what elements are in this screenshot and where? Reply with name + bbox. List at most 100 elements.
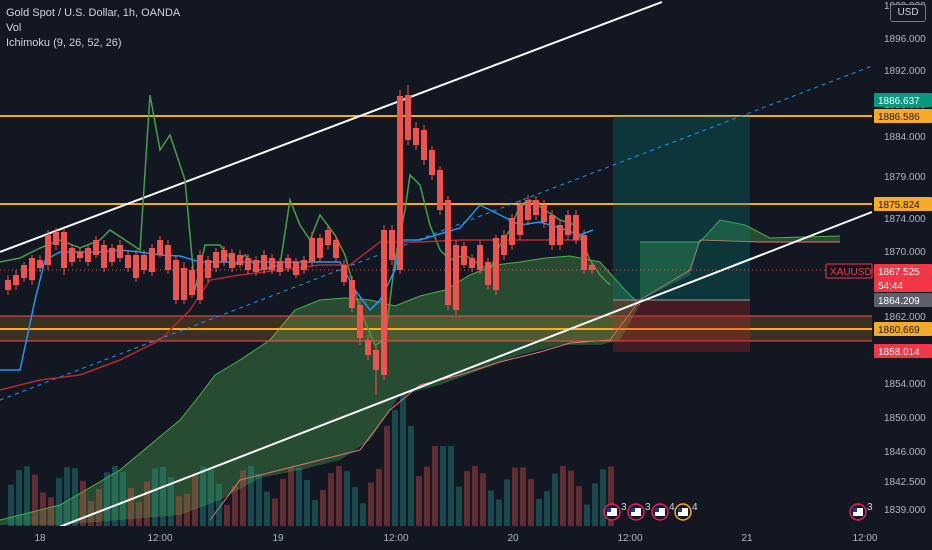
event-count: 3: [645, 502, 651, 513]
senkou-span-a: [0, 255, 641, 521]
event-badge[interactable]: 4: [674, 502, 698, 521]
volume-bar: [312, 499, 318, 526]
price-label-orange: [874, 322, 932, 336]
price-label-red: [874, 278, 932, 292]
candle-body: [461, 246, 467, 265]
event-badge[interactable]: 3: [603, 502, 627, 521]
price-tick: 1839.000: [884, 505, 926, 516]
candle-body: [445, 200, 451, 305]
volume-bar: [160, 466, 166, 526]
volume-bar: [272, 498, 278, 526]
price-label-orange: [874, 197, 932, 211]
candle-body: [165, 245, 171, 270]
candle-body: [5, 280, 11, 290]
candle-body: [133, 255, 139, 278]
candle-body: [101, 245, 107, 268]
event-badge[interactable]: 4: [651, 502, 675, 521]
event-count: 4: [692, 502, 698, 513]
volume-bar: [304, 479, 310, 526]
upper-trend-line: [0, 1, 663, 253]
volume-bar: [8, 484, 14, 526]
volume-bar: [352, 487, 358, 526]
volume-bar: [168, 477, 174, 526]
volume-bar: [264, 491, 270, 526]
price-tick: 1874.000: [884, 214, 926, 225]
time-tick: 18: [34, 533, 46, 544]
candle-body: [517, 205, 523, 235]
volume-bar: [320, 490, 326, 526]
symbol-title[interactable]: Gold Spot / U.S. Dollar, 1h, OANDA: [6, 7, 181, 19]
price-label-text: 1860.669: [878, 325, 920, 336]
volume-indicator-label[interactable]: Vol: [6, 22, 22, 34]
candle-body: [357, 305, 363, 338]
volume-bar: [512, 467, 518, 526]
volume-bar: [176, 496, 182, 526]
volume-bar: [72, 468, 78, 526]
candle-body: [61, 232, 67, 268]
volume-bar: [392, 410, 398, 526]
flag-field: [853, 508, 863, 516]
candle-body: [13, 275, 19, 285]
ichimoku-indicator-label[interactable]: Ichimoku (9, 26, 52, 26): [6, 37, 122, 49]
event-badge[interactable]: 3: [627, 502, 651, 521]
candle-body: [533, 200, 539, 215]
volume-bar: [400, 394, 406, 526]
price-label-red: [874, 344, 932, 358]
candle-body: [109, 248, 115, 262]
volume-bar: [224, 504, 230, 526]
volume-bar: [408, 426, 414, 526]
volume-bar: [600, 469, 606, 526]
candle-body: [501, 235, 507, 255]
volume-bar: [552, 473, 558, 526]
volume-bar: [528, 479, 534, 526]
flag-canton: [607, 508, 611, 512]
volume-bar: [120, 471, 126, 526]
volume-bar: [200, 466, 206, 526]
candle-body: [549, 215, 555, 245]
price-tick: 1896.000: [884, 34, 926, 45]
price-label-text: 54:44: [878, 281, 903, 292]
price-tick: 1884.000: [884, 132, 926, 143]
volume-bar: [192, 475, 198, 526]
volume-bar: [104, 472, 110, 526]
volume-bar: [480, 473, 486, 526]
price-tick: 1842.500: [884, 477, 926, 488]
volume-bar: [152, 468, 158, 526]
lower-trend-line: [0, 211, 873, 550]
candle-body: [589, 265, 595, 270]
price-label-text: 1867.525: [878, 267, 920, 278]
candle-body: [261, 255, 267, 270]
time-tick: 12:00: [147, 533, 172, 544]
price-label-text: 1858.014: [878, 347, 920, 358]
candle-body: [565, 215, 571, 235]
flag-field: [655, 508, 665, 516]
candle-body: [453, 245, 459, 310]
volume-bar: [248, 466, 254, 526]
tenkan-sen: [0, 204, 594, 371]
flag-canton: [631, 508, 635, 512]
candle-body: [469, 258, 475, 268]
price-label-gray: [874, 293, 932, 307]
candle-body: [381, 230, 387, 375]
candle-body: [221, 250, 227, 262]
volume-bar: [344, 471, 350, 526]
position-target-zone: [613, 116, 750, 300]
candle-body: [293, 262, 299, 275]
candle-body: [181, 268, 187, 300]
currency-button[interactable]: USD: [890, 4, 926, 22]
event-badge[interactable]: 3: [849, 502, 873, 521]
candle-body: [365, 340, 371, 355]
price-tick: 1892.000: [884, 66, 926, 77]
flag-canton: [678, 508, 682, 512]
chart-legend: Gold Spot / U.S. Dollar, 1h, OANDA Vol I…: [6, 6, 180, 51]
price-label-text: 1864.209: [878, 296, 920, 307]
time-axis-background: [0, 526, 872, 550]
candle-body: [405, 95, 411, 140]
candle-body: [157, 240, 163, 255]
volume-bar: [280, 478, 286, 526]
price-label-red: [874, 264, 932, 278]
candle-body: [269, 258, 275, 270]
candle-body: [389, 230, 395, 260]
price-label-ticker: [825, 263, 873, 279]
